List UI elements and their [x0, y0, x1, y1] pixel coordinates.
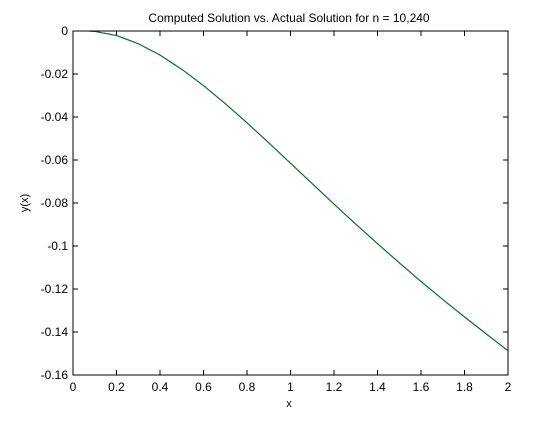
series-lines [88, 31, 508, 352]
y-tick-label: -0.14 [41, 325, 69, 339]
series-line-2 [88, 31, 508, 352]
x-axis-label: x [286, 398, 292, 410]
y-tick-label: -0.1 [47, 239, 68, 253]
y-axis-label: y(x) [19, 194, 31, 212]
x-tick-label: 1.2 [326, 380, 343, 394]
y-tick-label: -0.08 [41, 196, 69, 210]
x-tick-label: 0.8 [239, 380, 256, 394]
y-tick-label: -0.04 [41, 110, 69, 124]
x-tick-label: 0.4 [152, 380, 169, 394]
plot-box [72, 30, 509, 376]
y-tick-label: -0.16 [41, 368, 69, 382]
x-tick-label: 1.8 [456, 380, 473, 394]
x-tick-label: 1.6 [413, 380, 430, 394]
x-tick-label: 0.6 [195, 380, 212, 394]
x-tick-label: 0.2 [108, 380, 125, 394]
x-tick-label: 2 [505, 380, 512, 394]
plot-area [73, 31, 508, 375]
y-tick-label: 0 [61, 24, 68, 38]
x-tick-label: 1.4 [369, 380, 386, 394]
y-tick-label: -0.12 [41, 282, 69, 296]
axis-ticks: 0 0.2 0.4 0.6 0.8 1 1.2 1.4 1.6 1.8 2 0 -0.02 -0.04 -0… [41, 24, 512, 394]
chart-title: Computed Solution vs. Actual Solution fo… [148, 11, 430, 25]
y-tick-label: -0.02 [41, 67, 69, 81]
x-tick-label: 0 [70, 380, 77, 394]
y-tick-label: -0.06 [41, 153, 69, 167]
x-tick-label: 1 [287, 380, 294, 394]
